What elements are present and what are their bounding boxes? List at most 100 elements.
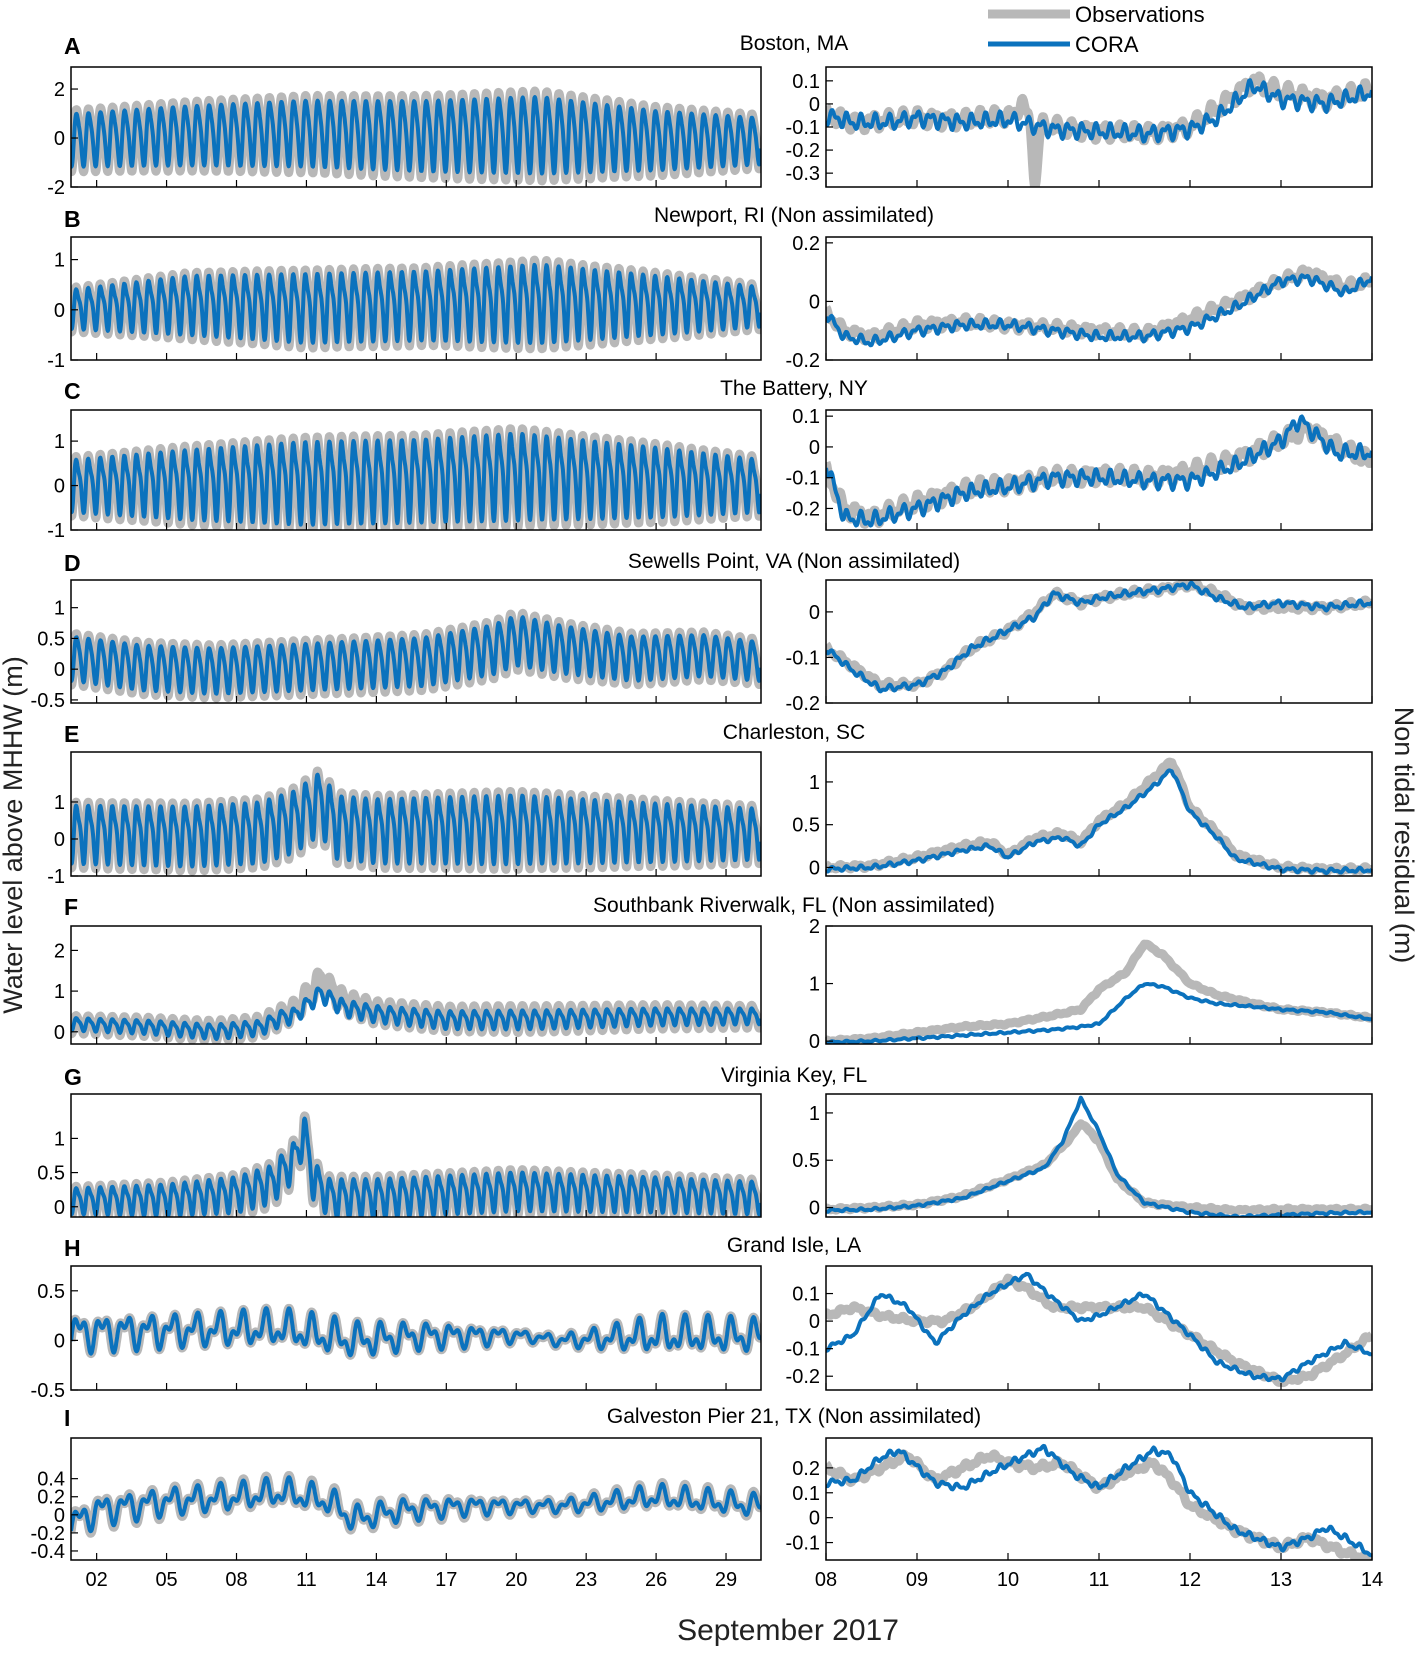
water-level-plot: [71, 1471, 761, 1538]
water-level-plot: [71, 86, 761, 186]
y-tick-label: 0: [54, 1022, 65, 1044]
residual-cora-line: [826, 414, 1372, 528]
panel-d: D Sewells Point, VA (Non assimilated) -0.5…: [31, 550, 1373, 715]
x-tick-label: 13: [1270, 1569, 1292, 1591]
y-tick-label: -0.2: [786, 140, 820, 162]
residual-cora-line: [826, 1271, 1372, 1383]
residual-cora-line: [826, 273, 1372, 348]
y-tick-label: 0.5: [37, 628, 65, 650]
y-tick-label: 1: [54, 431, 65, 453]
water-level-axes-box: [70, 925, 762, 1045]
x-tick-label: 12: [1179, 1569, 1201, 1591]
y-tick-label: -0.1: [786, 117, 820, 139]
x-tick-label: 17: [435, 1569, 457, 1591]
water-level-axes-box: [70, 1093, 762, 1218]
residual-plot: [826, 580, 1372, 694]
y-tick-label: 0: [54, 476, 65, 498]
water-level-cora-line: [71, 432, 761, 527]
y-tick-label: 0: [809, 94, 820, 116]
y-tick-label: -0.2: [786, 350, 820, 372]
residual-plot: [826, 939, 1372, 1044]
x-tick-label: 08: [225, 1569, 247, 1591]
panel-a: A Boston, MA-202-0.3-0.2-0.100.1: [47, 32, 1373, 199]
water-level-axes-box: [70, 579, 762, 704]
water-level-cora-line: [71, 1116, 761, 1217]
panel-b: B Newport, RI (Non assimilated) -1 0 1 -0.2 0 0…: [47, 204, 1373, 372]
residual-axes-box: [825, 1093, 1373, 1218]
station-title: Newport, RI (Non assimilated): [654, 204, 934, 227]
y-tick-label: 0: [809, 437, 820, 459]
y-tick-label: 0.1: [792, 1483, 820, 1505]
y-tick-label: 0: [54, 128, 65, 150]
y-tick-label: 0.5: [792, 1150, 820, 1172]
water-level-plot: [71, 255, 761, 354]
residual-plot: [826, 1095, 1372, 1217]
water-level-cora-line: [71, 772, 761, 869]
panel-i: I Galveston Pier 21, TX (Non assimilated)…: [31, 1405, 1384, 1591]
y-tick-label: -0.1: [786, 468, 820, 490]
y-tick-label: 0.5: [37, 1281, 65, 1303]
y-tick-label: 0.2: [792, 233, 820, 255]
residual-plot: [826, 1443, 1372, 1560]
water-level-observations-line: [71, 1111, 761, 1217]
y-tick-label: 0: [809, 1311, 820, 1333]
water-level-axes-box: [70, 66, 762, 188]
x-tick-label: 14: [1361, 1569, 1383, 1591]
y-tick-label: -1: [47, 520, 65, 542]
residual-observations-line: [826, 939, 1372, 1044]
x-tick-label: 29: [715, 1569, 737, 1591]
panel-letter: H: [64, 1235, 81, 1261]
y-tick-label: 1: [809, 974, 820, 996]
x-tick-label: 20: [505, 1569, 527, 1591]
left-y-axis-label: Water level above MHHW (m): [0, 656, 28, 1014]
y-tick-label: 2: [54, 940, 65, 962]
y-tick-label: 0.1: [792, 71, 820, 93]
y-tick-label: -0.5: [31, 690, 65, 712]
y-tick-label: 0: [809, 1508, 820, 1530]
x-tick-label: 02: [86, 1569, 108, 1591]
y-tick-label: 0.1: [792, 1284, 820, 1306]
station-title: Boston, MA: [740, 32, 849, 55]
station-title: Charleston, SC: [723, 721, 865, 744]
y-tick-label: 1: [54, 981, 65, 1003]
residual-observations-line: [826, 1273, 1372, 1388]
legend-label-observations: Observations: [1075, 2, 1205, 27]
residual-plot: [826, 414, 1372, 529]
x-tick-label: 08: [815, 1569, 837, 1591]
y-tick-label: 0.5: [792, 815, 820, 837]
y-tick-label: -2: [47, 177, 65, 199]
water-level-plot: [71, 424, 761, 530]
x-tick-label: 05: [155, 1569, 177, 1591]
water-level-plot: [71, 967, 761, 1044]
residual-axes-box: [825, 236, 1373, 361]
water-level-axes-box: [70, 751, 762, 877]
water-level-cora-line: [71, 262, 761, 345]
panel-f: F Southbank Riverwalk, FL (Non assimilate…: [54, 894, 1373, 1053]
residual-cora-line: [826, 1443, 1372, 1558]
water-level-plot: [71, 608, 761, 703]
panel-c: C The Battery, NY -1 0 1 -0.2 -0.1 0 0.1: [47, 377, 1373, 542]
y-tick-label: -0.2: [786, 693, 820, 715]
y-tick-label: -1: [47, 866, 65, 888]
water-level-observations-line: [71, 967, 761, 1044]
panel-letter: I: [64, 1405, 70, 1431]
water-level-plot: [71, 1111, 761, 1217]
panel-e: E Charleston, SC -1 0 1 0 0.5 1: [47, 721, 1373, 888]
y-tick-label: 1: [54, 1128, 65, 1150]
water-level-cora-line: [71, 95, 761, 176]
x-tick-label: 23: [575, 1569, 597, 1591]
y-tick-label: 0.2: [792, 1458, 820, 1480]
water-level-axes-box: [70, 236, 762, 361]
station-title: The Battery, NY: [720, 377, 868, 400]
water-level-cora-line: [71, 1475, 761, 1534]
panel-h: H Grand Isle, LA -0.5 0 0.5 -0.2 -0.1 0 0.1: [31, 1234, 1373, 1402]
residual-plot: [826, 757, 1372, 876]
residual-cora-line: [826, 1095, 1372, 1217]
x-tick-label: 11: [1089, 1569, 1110, 1591]
y-tick-label: -0.2: [786, 498, 820, 520]
y-tick-label: 0: [809, 602, 820, 624]
water-level-cora-line: [71, 1306, 761, 1358]
x-tick-label: 14: [365, 1569, 387, 1591]
y-tick-label: 0: [809, 1198, 820, 1220]
water-level-plot: [71, 766, 761, 876]
